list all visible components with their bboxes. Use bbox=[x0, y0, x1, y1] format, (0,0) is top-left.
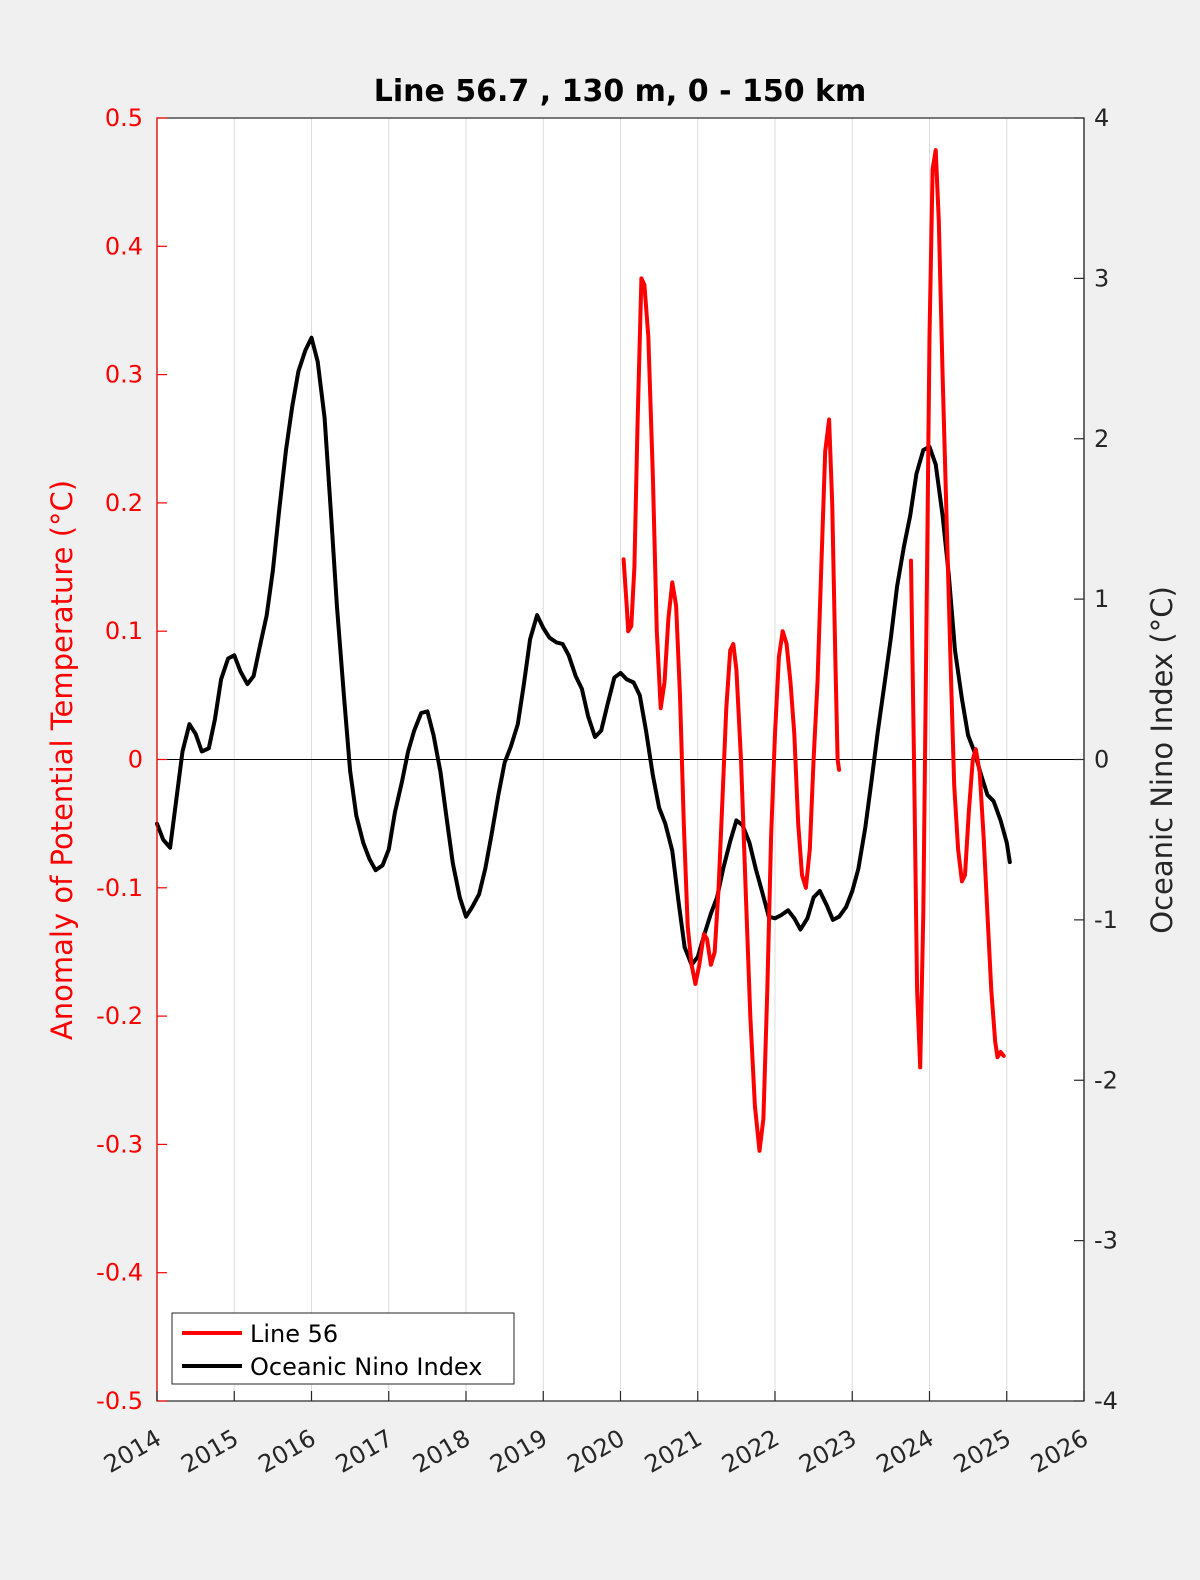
x-tick-label: 2024 bbox=[872, 1424, 939, 1479]
right-tick-label: -3 bbox=[1094, 1227, 1118, 1255]
x-tick-label: 2021 bbox=[640, 1424, 707, 1479]
left-tick-label: 0.2 bbox=[105, 489, 143, 517]
x-tick-label: 2016 bbox=[254, 1424, 321, 1479]
right-tick-label: 4 bbox=[1094, 104, 1109, 132]
x-tick-label: 2018 bbox=[408, 1424, 475, 1479]
right-tick-label: 3 bbox=[1094, 264, 1109, 292]
x-axis: 2014 2015 2016 2017 2018 2019 2020 2021 2022 2023… bbox=[99, 1391, 1093, 1479]
legend-label-oni: Oceanic Nino Index bbox=[250, 1353, 482, 1381]
legend-label-line56: Line 56 bbox=[250, 1320, 338, 1348]
left-tick-label: -0.5 bbox=[96, 1387, 143, 1415]
x-tick-label: 2015 bbox=[176, 1424, 243, 1479]
left-tick-label: -0.1 bbox=[96, 874, 143, 902]
right-tick-label: 0 bbox=[1094, 746, 1109, 774]
left-tick-label: -0.4 bbox=[96, 1259, 143, 1287]
right-tick-label: 2 bbox=[1094, 425, 1109, 453]
x-tick-label: 2026 bbox=[1026, 1424, 1093, 1479]
x-tick-label: 2019 bbox=[485, 1424, 552, 1479]
right-tick-label: -1 bbox=[1094, 906, 1118, 934]
right-tick-label: 1 bbox=[1094, 585, 1109, 613]
left-tick-label: -0.2 bbox=[96, 1002, 143, 1030]
legend-box bbox=[171, 1312, 515, 1385]
series-line56-line bbox=[621, 276, 842, 1153]
x-tick-label: 2022 bbox=[717, 1424, 784, 1479]
left-tick-label: 0.5 bbox=[105, 104, 143, 132]
left-tick-label: 0.3 bbox=[105, 361, 143, 389]
x-tick-label: 2023 bbox=[794, 1424, 861, 1479]
left-tick-label: 0.1 bbox=[105, 617, 143, 645]
x-tick-label: 2025 bbox=[949, 1424, 1016, 1479]
series-layer bbox=[155, 148, 1012, 1153]
series-line56-line bbox=[909, 148, 1006, 1070]
left-y-axis: 0.5 0.4 0.3 0.2 0.1 0 -0.1 -0.2 -0.3 -0.4 -0.5 bbox=[96, 104, 167, 1415]
x-tick-label: 2014 bbox=[99, 1424, 166, 1479]
left-tick-label: -0.3 bbox=[96, 1130, 143, 1158]
left-tick-label: 0.4 bbox=[105, 232, 143, 260]
series-oni-line bbox=[155, 335, 1012, 967]
right-tick-label: -2 bbox=[1094, 1066, 1118, 1094]
right-tick-label: -4 bbox=[1094, 1387, 1118, 1415]
right-axis-label: Oceanic Nino Index (°C) bbox=[1145, 586, 1179, 934]
x-tick-label: 2020 bbox=[563, 1424, 630, 1479]
x-tick-label: 2017 bbox=[331, 1424, 398, 1479]
left-tick-label: 0 bbox=[128, 746, 143, 774]
chart-title: Line 56.7 , 130 m, 0 - 150 km bbox=[374, 74, 867, 109]
right-y-axis: 4 3 2 1 0 -1 -2 -3 -4 bbox=[1074, 104, 1118, 1415]
legend: Line 56 Oceanic Nino Index bbox=[171, 1312, 515, 1385]
left-axis-label: Anomaly of Potential Temperature (°C) bbox=[45, 480, 79, 1040]
